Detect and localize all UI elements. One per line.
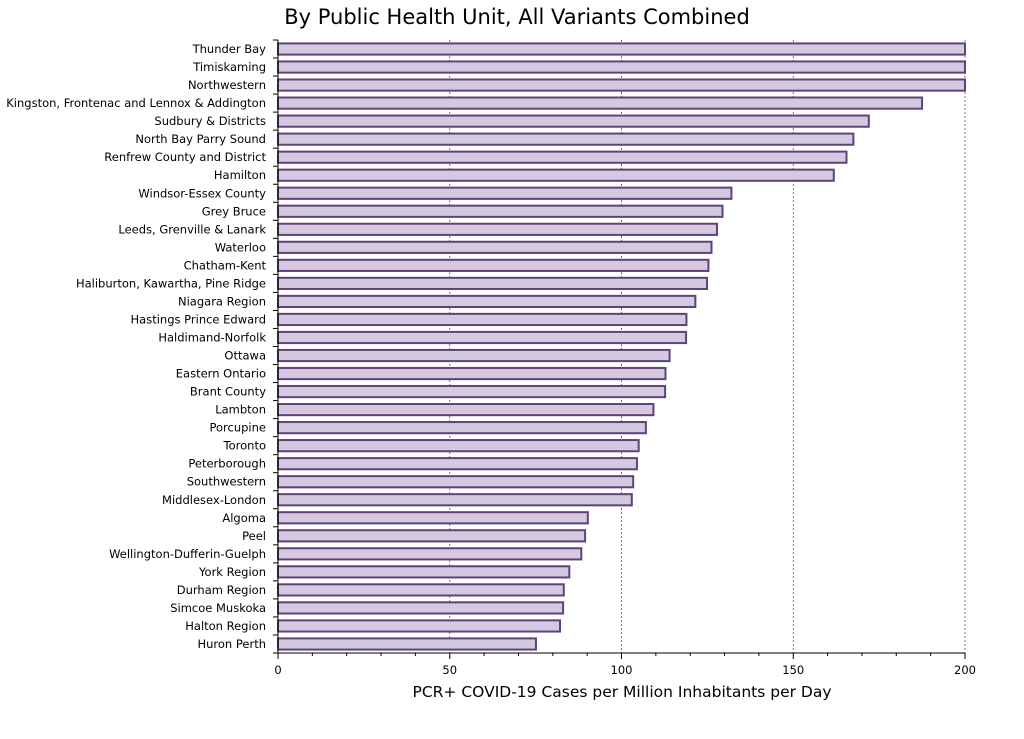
bar [277,60,966,74]
category-label: Grey Bruce [202,204,266,218]
x-tick-label: 200 [954,663,976,677]
category-label: Lambton [215,403,266,417]
bar [277,294,697,309]
x-tick-label: 0 [274,663,281,677]
bar [277,240,713,254]
category-label: Huron Perth [197,637,266,651]
category-label: Hastings Prince Edward [131,312,266,326]
category-label: York Region [198,565,266,579]
chart-title: By Public Health Unit, All Variants Comb… [284,5,750,29]
bar [277,529,587,543]
bar [277,204,724,218]
category-label: Halton Region [185,619,266,633]
category-label: Thunder Bay [192,42,267,56]
bar [277,366,667,381]
bar [277,457,638,471]
x-tick-label: 50 [442,663,457,677]
category-label: Timiskaming [192,60,266,74]
x-tick-label: 150 [782,663,804,677]
x-tick-labels: 0 50 100 150 200 [274,663,976,677]
bar [277,150,848,164]
bar [277,403,655,417]
category-label: Peterborough [188,457,266,471]
category-label: Durham Region [177,583,266,597]
bar [277,421,647,435]
bar [277,547,583,561]
bar [277,565,571,579]
bar [277,348,671,363]
category-label: Sudbury & Districts [154,114,266,128]
bar [277,511,589,525]
category-label: Toronto [223,439,266,453]
bar [277,276,709,290]
category-label: North Bay Parry Sound [135,132,266,146]
category-label: Middlesex-London [162,493,266,507]
category-label: Kingston, Frontenac and Lennox & Addingt… [6,96,266,110]
category-labels: Thunder Bay Timiskaming Northwestern Kingst… [6,42,266,651]
bar [277,475,635,489]
bars-group [277,42,966,651]
category-label: Haldimand-Norfolk [158,330,266,344]
x-axis-label: PCR+ COVID-19 Cases per Million Inhabita… [412,683,832,701]
category-label: Renfrew County and District [104,150,266,164]
bar [277,222,718,236]
bar [277,42,966,56]
category-label: Ottawa [224,349,266,363]
category-label: Windsor-Essex County [138,186,266,200]
category-label: Eastern Ontario [176,367,266,381]
category-label: Southwestern [187,475,266,489]
category-label: Wellington-Dufferin-Guelph [109,547,266,561]
category-label: Simcoe Muskoka [170,601,266,615]
bar [277,493,633,507]
axes [273,39,966,659]
bar [277,258,710,272]
bar [277,78,966,92]
category-label: Northwestern [188,78,266,92]
category-label: Niagara Region [178,294,266,308]
category-label: Porcupine [209,421,266,435]
bar [277,168,835,182]
bar [277,132,855,146]
category-label: Brant County [190,385,266,399]
bar [277,384,667,399]
category-label: Hamilton [214,168,266,182]
bar [277,96,924,110]
bar [277,330,688,345]
bar [277,114,870,128]
grid-lines [449,40,966,653]
category-label: Waterloo [215,240,266,254]
bar [277,637,537,651]
category-label: Chatham-Kent [184,258,267,272]
category-label: Algoma [222,511,266,525]
bar [277,186,733,200]
bar [277,619,562,633]
category-label: Leeds, Grenville & Lanark [118,222,266,236]
bar [277,601,565,615]
category-label: Peel [242,529,266,543]
x-tick-label: 100 [611,663,633,677]
bar [277,312,688,327]
bar [277,439,640,453]
bar [277,583,565,597]
category-label: Haliburton, Kawartha, Pine Ridge [76,276,266,290]
